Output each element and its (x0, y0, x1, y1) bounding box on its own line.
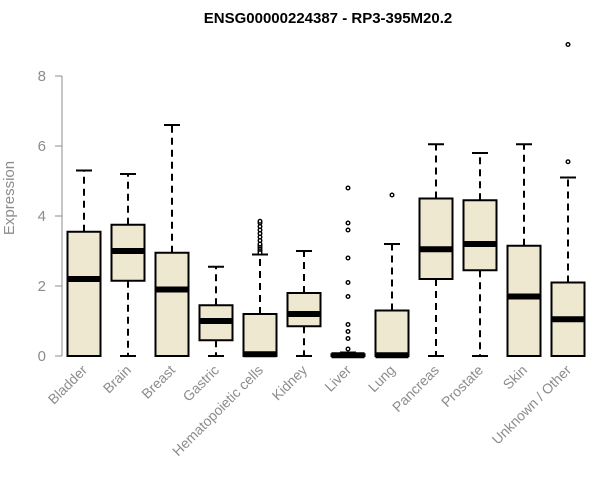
box-unknown-other (550, 42, 586, 357)
iqr-box (66, 230, 102, 357)
x-tick-label: Bladder (45, 362, 91, 408)
outlier-point (345, 294, 351, 300)
outlier-point (345, 329, 351, 335)
outlier-point (345, 220, 351, 226)
box-brain (110, 173, 146, 357)
box-breast (154, 124, 190, 357)
iqr-box (154, 251, 190, 357)
box-gastric (198, 265, 234, 357)
x-tick-label: Prostate (438, 362, 486, 410)
y-tick-label: 4 (38, 208, 46, 225)
x-tick-label: Skin (500, 362, 531, 393)
box-liver (330, 185, 366, 359)
y-tick-label: 8 (38, 68, 46, 85)
iqr-box (506, 244, 542, 357)
y-tick-label: 6 (38, 138, 46, 155)
x-tick-label: Brain (100, 362, 134, 396)
iqr-box (374, 309, 410, 357)
y-axis-label: Expression (1, 161, 18, 235)
x-tick-label: Gastric (179, 362, 222, 405)
box-prostate (462, 152, 498, 357)
iqr-box (418, 197, 454, 280)
outlier-point (565, 159, 571, 165)
x-tick-label: Pancreas (389, 362, 442, 415)
outlier-point (345, 322, 351, 328)
outlier-point (389, 192, 395, 198)
x-tick-label: Lung (365, 362, 398, 395)
x-tick-label: Liver (321, 362, 354, 395)
outlier-point (257, 218, 263, 224)
box-kidney (286, 250, 322, 357)
boxes (66, 42, 586, 359)
box-lung (374, 192, 410, 359)
outlier-point (345, 280, 351, 286)
outlier-point (345, 255, 351, 261)
iqr-box (462, 199, 498, 272)
outlier-point (345, 336, 351, 342)
y-tick-label: 0 (38, 348, 46, 365)
iqr-box (242, 313, 278, 357)
x-tick-label: Unknown / Other (489, 362, 575, 448)
x-tick-label: Kidney (269, 362, 311, 404)
y-tick-label: 2 (38, 278, 46, 295)
outlier-point (345, 185, 351, 191)
box-pancreas (418, 143, 454, 357)
box-skin (506, 143, 542, 357)
box-hematopoietic-cells (242, 218, 278, 358)
y-axis: 0 2 4 6 8 (38, 68, 63, 365)
iqr-box (286, 292, 322, 328)
box-bladder (66, 169, 102, 357)
x-tick-label: Breast (138, 362, 178, 402)
outlier-point (257, 250, 263, 256)
chart-title: ENSG00000224387 - RP3-395M20.2 (204, 10, 453, 27)
outlier-point (565, 42, 571, 48)
outlier-point (345, 346, 351, 352)
outlier-point (345, 227, 351, 233)
